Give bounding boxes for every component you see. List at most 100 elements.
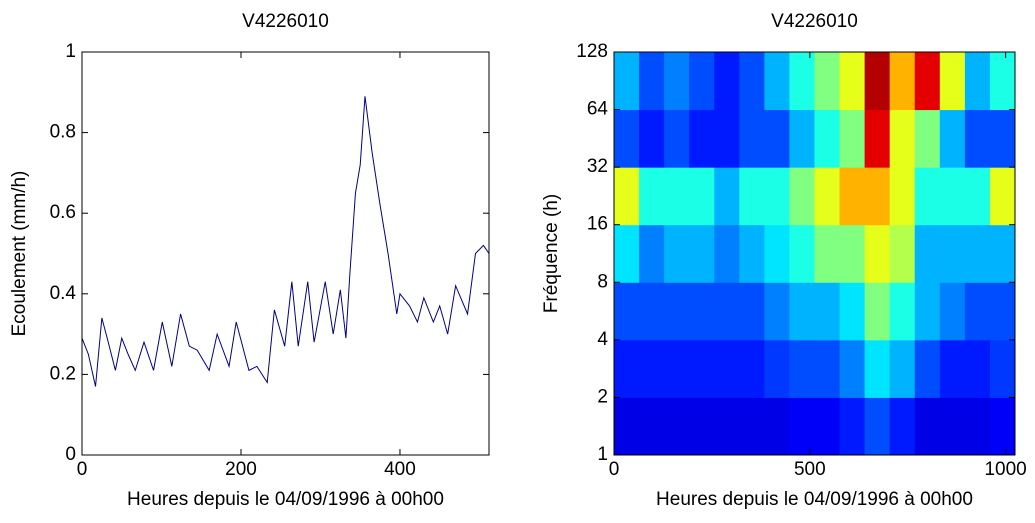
x-tick-label: 500 (794, 459, 826, 480)
heat-cell (614, 167, 640, 226)
heat-cell (614, 339, 640, 398)
heat-cell (839, 109, 866, 168)
heat-cell (864, 224, 891, 283)
y-tick-label: 32 (587, 156, 608, 177)
heat-cell (639, 52, 665, 111)
heat-cell (689, 282, 715, 341)
heat-cell (689, 109, 715, 168)
heat-cell (914, 109, 941, 168)
heat-cell (989, 52, 1016, 111)
y-tick-label: 0.8 (50, 122, 76, 143)
heat-cell (814, 224, 841, 283)
plot-frame (613, 51, 1016, 456)
heat-cell (814, 339, 841, 398)
heat-cell (764, 397, 790, 456)
heat-cell (614, 52, 640, 111)
y-tick-label: 1 (597, 444, 608, 465)
heat-cell (764, 339, 790, 398)
heat-cell (614, 109, 640, 168)
y-tick-label: 8 (597, 271, 608, 292)
heat-cell (789, 109, 815, 168)
heat-cell (614, 224, 640, 283)
heat-cell (864, 339, 891, 398)
heat-cell (989, 167, 1016, 226)
heat-cell (714, 397, 740, 456)
heat-cell (639, 397, 665, 456)
heat-cell (739, 339, 765, 398)
heat-cell (864, 167, 891, 226)
y-axis-label: Fréquence (h) (541, 194, 562, 313)
heat-cell (764, 167, 790, 226)
heat-cell (664, 52, 690, 111)
heat-cell (739, 397, 765, 456)
heat-cell (964, 52, 991, 111)
heat-cell (714, 224, 740, 283)
line (81, 96, 490, 387)
heat-cell (764, 282, 790, 341)
y-tick-label: 64 (587, 99, 609, 120)
heat-cell (964, 109, 991, 168)
heat-cell (889, 224, 916, 283)
heat-cell (789, 52, 815, 111)
heat-cell (714, 167, 740, 226)
heat-cell (789, 224, 815, 283)
x-axis-label: Heures depuis le 04/09/1996 à 00h00 (127, 489, 444, 510)
heat-cell (739, 109, 765, 168)
heat-cell (639, 109, 665, 168)
y-axis-label: Ecoulement (mm/h) (9, 171, 30, 337)
heat-cell (939, 224, 966, 283)
y-tick-label: 1 (65, 41, 76, 62)
subplot: V4226010 Heures depuis le 04/09/1996 à 00… (9, 11, 490, 510)
x-tick-label: 200 (225, 459, 257, 480)
heat-cell (789, 397, 815, 456)
heat-cell (639, 282, 665, 341)
heat-cell (764, 109, 790, 168)
heat-cell (789, 339, 815, 398)
y-tick-label: 16 (587, 214, 608, 235)
heat-cell (939, 109, 966, 168)
y-tick-label: 2 (597, 386, 608, 407)
y-tick-label: 4 (597, 329, 608, 350)
heat-cell (914, 224, 941, 283)
heat-cell (814, 397, 841, 456)
heat-cell (839, 339, 866, 398)
heat-cell (939, 52, 966, 111)
heat-cell (989, 339, 1016, 398)
heat-cell (914, 397, 941, 456)
heat-cell (814, 282, 841, 341)
heat-cell (889, 109, 916, 168)
heat-cell (689, 167, 715, 226)
heat-cell (689, 52, 715, 111)
heat-cell (864, 52, 891, 111)
heat-cell (914, 52, 941, 111)
heat-cell (764, 52, 790, 111)
y-tick-label: 0.6 (50, 202, 76, 223)
heat-cell (764, 224, 790, 283)
heat-cell (664, 397, 690, 456)
heat-cell (739, 167, 765, 226)
y-tick-label: 0 (65, 444, 76, 465)
heat-cell (689, 339, 715, 398)
heat-cell (714, 109, 740, 168)
heat-cell (989, 282, 1016, 341)
heat-cell (639, 224, 665, 283)
heat-cell (814, 52, 841, 111)
heat-cell (964, 397, 991, 456)
heat-cell (889, 167, 916, 226)
heat-cell (714, 52, 740, 111)
chart-title: V4226010 (771, 11, 858, 32)
heat-cell (664, 282, 690, 341)
heat-cell (939, 397, 966, 456)
heat-cell (889, 339, 916, 398)
heat-cell (914, 282, 941, 341)
heat-cell (939, 339, 966, 398)
heat-cell (914, 339, 941, 398)
heat-cell (664, 339, 690, 398)
heat-cell (964, 282, 991, 341)
heat-cell (714, 282, 740, 341)
heat-cell (739, 224, 765, 283)
heat-cell (664, 167, 690, 226)
y-tick-label: 0.4 (50, 283, 77, 304)
heat-cell (964, 167, 991, 226)
